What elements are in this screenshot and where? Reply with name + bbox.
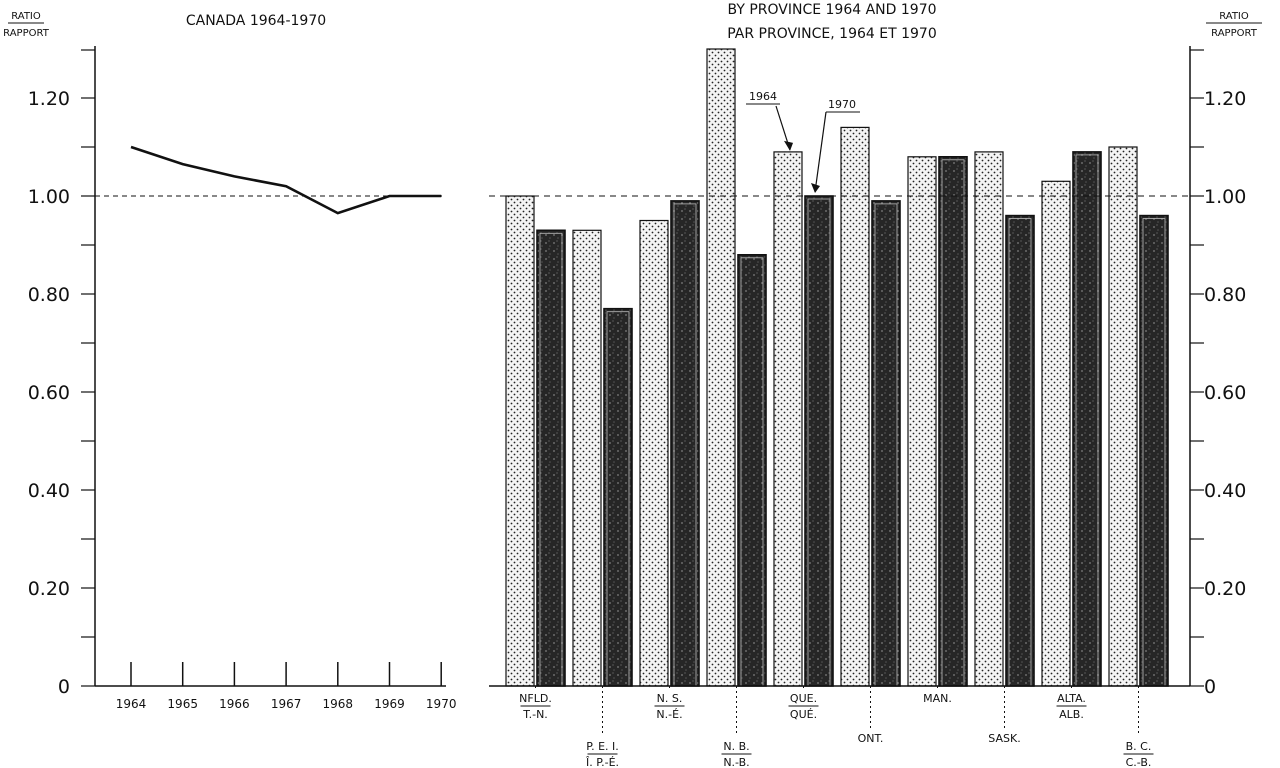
bar-1964 bbox=[505, 195, 535, 687]
left-x-axis: 1964 1965 1966 1967 1968 1969 1970 bbox=[116, 662, 457, 711]
annotation-1970-arrow bbox=[814, 111, 827, 193]
province-bar-chart: BY PROVINCE 1964 AND 1970 PAR PROVINCE, … bbox=[489, 2, 1262, 768]
right-ylabel: RATIO bbox=[1219, 11, 1249, 22]
left-chart-title: CANADA 1964-1970 bbox=[186, 13, 326, 29]
left-y-tick-label: 0.20 bbox=[28, 578, 70, 600]
left-ylabel: RATIO bbox=[11, 11, 41, 22]
bar-1964 bbox=[907, 156, 937, 687]
right-y-tick-label: 1.20 bbox=[1204, 88, 1246, 110]
right-title-line2: PAR PROVINCE, 1964 ET 1970 bbox=[727, 26, 937, 42]
bar-1964 bbox=[840, 126, 870, 687]
left-y-tick-label: 0.40 bbox=[28, 480, 70, 502]
right-y-tick-label: 0 bbox=[1204, 676, 1216, 698]
category-label-en: MAN. bbox=[923, 692, 952, 705]
bar-1964 bbox=[1041, 180, 1071, 687]
category-label-en: N. B. bbox=[723, 740, 749, 753]
bar-1964 bbox=[773, 151, 803, 687]
bar-1964 bbox=[706, 48, 736, 687]
right-title-line1: BY PROVINCE 1964 AND 1970 bbox=[727, 2, 936, 18]
left-x-tick-label: 1966 bbox=[219, 697, 250, 711]
bar-1970 bbox=[804, 195, 834, 687]
category-label-fr: T.-N. bbox=[522, 708, 548, 721]
canada-line-chart: RATIO RAPPORT CANADA 1964-1970 0 0.20 0.40… bbox=[3, 11, 456, 711]
left-x-tick-label: 1970 bbox=[426, 697, 457, 711]
bar-1964 bbox=[974, 151, 1004, 687]
category-label-en: ALTA. bbox=[1057, 692, 1086, 705]
annotation-1964: 1964 bbox=[749, 90, 777, 103]
right-y-tick-label: 0.40 bbox=[1204, 480, 1246, 502]
category-label-fr: N.-B. bbox=[723, 756, 749, 768]
bar-1964 bbox=[1108, 146, 1138, 687]
left-x-tick-label: 1968 bbox=[323, 697, 354, 711]
bars bbox=[505, 48, 1169, 687]
category-label-en: SASK. bbox=[988, 732, 1020, 745]
bar-1970 bbox=[603, 307, 633, 687]
bar-1970 bbox=[1139, 214, 1169, 687]
right-ylabel-fr: RAPPORT bbox=[1211, 28, 1258, 39]
bar-1970 bbox=[670, 200, 700, 687]
right-axes: 0 0.20 0.40 0.60 0.80 1.00 1.20 bbox=[489, 46, 1246, 698]
right-y-tick-label: 0.60 bbox=[1204, 382, 1246, 404]
category-label-fr: Î. P.-É. bbox=[585, 756, 619, 768]
left-ylabel-fr: RAPPORT bbox=[3, 28, 50, 39]
left-y-tick-label: 1.00 bbox=[28, 186, 70, 208]
left-x-tick-label: 1967 bbox=[271, 697, 302, 711]
bar-1964 bbox=[639, 219, 669, 687]
category-label-fr: N.-É. bbox=[656, 708, 682, 721]
canada-ratio-line bbox=[130, 145, 442, 215]
category-labels: NFLD. T.-N. P. E. I. Î. P.-É. N. S. N.-É. N. B… bbox=[519, 686, 1154, 768]
category-label-en: B. C. bbox=[1126, 740, 1152, 753]
left-y-tick-label: 0.80 bbox=[28, 284, 70, 306]
left-y-tick-label: 0.60 bbox=[28, 382, 70, 404]
left-x-tick-label: 1969 bbox=[374, 697, 405, 711]
left-y-axis: 0 0.20 0.40 0.60 0.80 1.00 1.20 bbox=[28, 46, 446, 698]
left-y-tick-label: 1.20 bbox=[28, 88, 70, 110]
bar-1970 bbox=[938, 156, 968, 687]
bar-1964 bbox=[572, 229, 602, 687]
category-label-en: N. S. bbox=[657, 692, 683, 705]
category-label-en: QUE. bbox=[790, 692, 817, 705]
bar-1970 bbox=[871, 200, 901, 687]
category-label-fr: C.-B. bbox=[1126, 756, 1152, 768]
right-y-tick-label: 0.20 bbox=[1204, 578, 1246, 600]
bar-1970 bbox=[737, 254, 767, 687]
right-y-tick-label: 0.80 bbox=[1204, 284, 1246, 306]
left-x-tick-label: 1965 bbox=[167, 697, 198, 711]
left-x-tick-label: 1964 bbox=[116, 697, 147, 711]
bar-1970 bbox=[1005, 214, 1035, 687]
annotation-1964-arrowhead bbox=[784, 140, 793, 151]
annotation-1970: 1970 bbox=[828, 98, 856, 111]
category-label-en: P. E. I. bbox=[586, 740, 619, 753]
series-annotations: 1964 1970 bbox=[746, 90, 860, 193]
left-y-tick-label: 0 bbox=[58, 676, 70, 698]
category-label-en: NFLD. bbox=[519, 692, 552, 705]
bar-1970 bbox=[536, 229, 566, 687]
category-label-en: ONT. bbox=[858, 732, 884, 745]
bar-1970 bbox=[1072, 151, 1102, 687]
category-label-fr: QUÉ. bbox=[790, 708, 817, 721]
right-y-tick-label: 1.00 bbox=[1204, 186, 1246, 208]
category-label-fr: ALB. bbox=[1059, 708, 1084, 721]
annotation-1970-arrowhead bbox=[811, 183, 820, 193]
left-series bbox=[130, 145, 442, 215]
